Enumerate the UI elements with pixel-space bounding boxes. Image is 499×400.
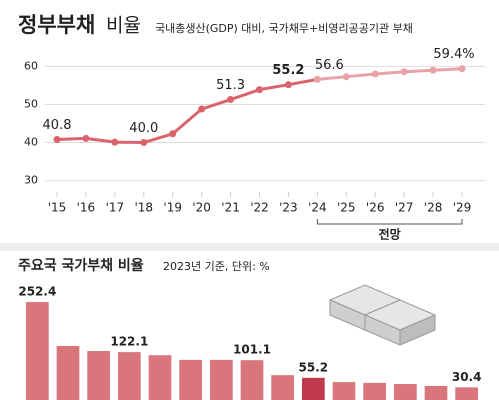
point (256, 86, 263, 94)
x-tick-label: '24 (308, 201, 327, 215)
value-label: 40.0 (129, 121, 158, 136)
x-tick-label: '19 (163, 201, 182, 215)
forecast-bracket (316, 219, 463, 225)
point (140, 139, 148, 147)
money-icon (328, 284, 437, 346)
x-tick-label: '27 (395, 201, 414, 215)
x-tick-label: '22 (250, 201, 269, 215)
value-label: 122.1 (110, 335, 148, 349)
point (429, 66, 437, 74)
chart-subtitle: 국내총생산(GDP) 대비, 국가채무+비영리공공기관 부채 (155, 22, 413, 35)
value-label: 30.4 (452, 370, 482, 384)
bar (393, 384, 417, 400)
x-tick-label: '17 (106, 201, 125, 215)
bar (179, 359, 203, 400)
bar (240, 360, 264, 400)
bar (25, 302, 49, 400)
bar (455, 387, 479, 400)
bar (332, 382, 356, 400)
y-tick-label: 30 (24, 174, 38, 187)
chart-title: 주요국 국가부채 비율 (18, 257, 144, 274)
bar (209, 359, 233, 400)
y-tick-label: 50 (24, 97, 38, 110)
point (111, 138, 119, 146)
point (458, 65, 466, 73)
x-tick-label: '29 (453, 201, 472, 215)
value-label: 252.4 (18, 285, 56, 299)
value-label: 59.4% (433, 47, 474, 62)
bar (424, 385, 448, 400)
x-tick-label: '16 (77, 201, 96, 215)
point (198, 105, 206, 113)
value-label: 55.2 (299, 360, 329, 374)
y-tick-label: 40 (24, 136, 38, 149)
forecast-label: 전망 (379, 227, 401, 242)
chart-subtitle: 2023년 기준, 단위: % (163, 260, 270, 273)
point (342, 73, 350, 81)
value-label: 51.3 (216, 78, 245, 93)
point (284, 81, 292, 89)
x-tick-label: '23 (279, 201, 298, 215)
point (227, 96, 235, 104)
value-label: 101.1 (233, 343, 271, 357)
x-tick-label: '21 (221, 201, 240, 215)
bar (56, 346, 80, 400)
x-tick-label: '15 (48, 201, 67, 215)
x-tick-label: '20 (192, 201, 211, 215)
separator (0, 243, 499, 251)
bar (363, 382, 387, 400)
point (371, 70, 379, 78)
line (56, 77, 318, 145)
value-label: 56.6 (315, 58, 344, 73)
bar (301, 377, 325, 400)
chart-title: 정부부채 (18, 13, 95, 37)
value-label: 55.2 (272, 63, 304, 78)
bar (271, 375, 295, 400)
forecast-line (317, 67, 463, 81)
y-tick-label: 60 (24, 59, 38, 72)
x-tick-label: '26 (366, 201, 385, 215)
x-tick-label: '18 (134, 201, 153, 215)
point (53, 135, 61, 143)
chart-title-light: 비율 (106, 15, 141, 37)
bar (87, 351, 111, 400)
point (82, 134, 90, 142)
bar (117, 352, 141, 400)
point (400, 68, 408, 76)
point (313, 75, 321, 83)
x-tick-label: '25 (337, 201, 356, 215)
point (169, 130, 177, 138)
bar (148, 355, 172, 400)
value-label: 40.8 (43, 118, 72, 133)
x-tick-label: '28 (424, 201, 443, 215)
